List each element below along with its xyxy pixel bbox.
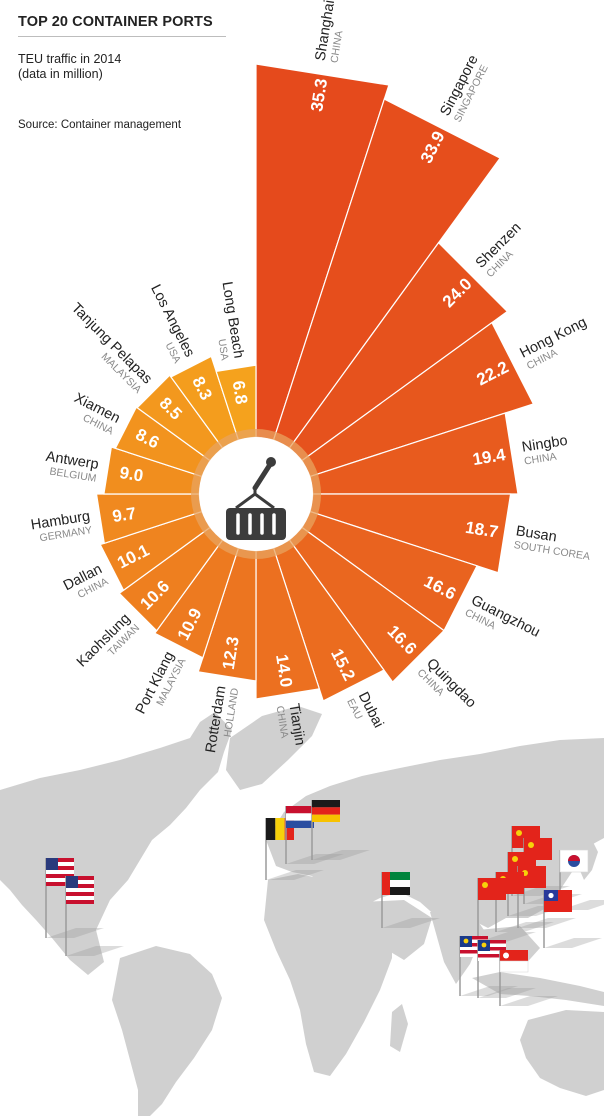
country-label-long-beach: USA (215, 338, 230, 361)
flag-malaysia-1-icon (460, 936, 488, 957)
map-africa (264, 874, 392, 1076)
map-australia (520, 1010, 604, 1096)
flag-shadow (478, 988, 536, 998)
flag-china-6-icon (478, 878, 506, 900)
value-label-hamburg: 9.7 (111, 504, 137, 526)
flag-shadow (66, 946, 124, 956)
chart-subtitle: TEU traffic in 2014 (data in million) (18, 52, 218, 82)
flag-shadow (460, 986, 518, 996)
flags (45, 800, 604, 1006)
flag-netherlands-icon (286, 806, 314, 828)
flag-shadow (500, 996, 558, 1006)
flag-shadow (518, 918, 576, 928)
flag-usa-1-icon (46, 858, 74, 886)
center (191, 429, 321, 559)
value-label-tianjin: 14.0 (272, 653, 296, 689)
map-madagascar (390, 1004, 408, 1052)
bars (95, 63, 535, 702)
value-label-antwerp: 9.0 (118, 463, 144, 485)
map-north-america (0, 712, 232, 975)
flag-germany-icon (312, 800, 340, 822)
port-name-ningbo: Ningbo (521, 433, 569, 456)
flag-shadow (478, 932, 536, 942)
flag-south-korea-icon (559, 849, 589, 873)
flag-shadow (382, 918, 440, 928)
port-name-tanjung-pelapas: Tanjung Pelapas (68, 300, 155, 387)
world-map (0, 706, 604, 1116)
value-label-rotterdam: 12.3 (219, 635, 243, 671)
flag-shadow (266, 870, 324, 880)
map-india (430, 910, 484, 984)
chart-source: Source: Container management (18, 119, 182, 131)
title-divider (18, 36, 226, 37)
country-label-ningbo: CHINA (523, 451, 557, 468)
flag-singapore-icon (499, 950, 529, 973)
map-indonesia (472, 972, 604, 1006)
port-name-busan: Busan (515, 523, 558, 545)
flag-shadow (286, 854, 344, 864)
subtitle-line-1: TEU traffic in 2014 (18, 52, 122, 66)
flag-usa-2-icon (66, 876, 94, 904)
country-label-shanghai: CHINA (328, 30, 345, 64)
value-label-busan: 18.7 (464, 518, 500, 542)
flag-shadow (512, 886, 570, 896)
subtitle-line-2: (data in million) (18, 67, 103, 81)
flag-shadow (312, 850, 370, 860)
map-south-america (112, 946, 222, 1116)
value-label-long-beach: 6.8 (229, 379, 251, 405)
flag-taiwan-icon (544, 890, 572, 912)
flag-malaysia-2-icon (478, 940, 506, 961)
country-label-tianjin: CHINA (274, 705, 291, 739)
value-label-shanghai: 35.3 (307, 77, 331, 113)
container-crane-icon (226, 457, 286, 540)
map-arabia (362, 900, 432, 960)
map-greenland (226, 706, 322, 790)
port-name-tianjin: Tianjin (285, 702, 307, 746)
flag-shadow (46, 928, 104, 938)
flag-shadow (544, 938, 602, 948)
flag-shadow (496, 922, 554, 932)
chart-title: TOP 20 CONTAINER PORTS (18, 14, 213, 30)
flag-uae-icon (382, 872, 410, 895)
flag-belgium-icon (266, 818, 294, 840)
